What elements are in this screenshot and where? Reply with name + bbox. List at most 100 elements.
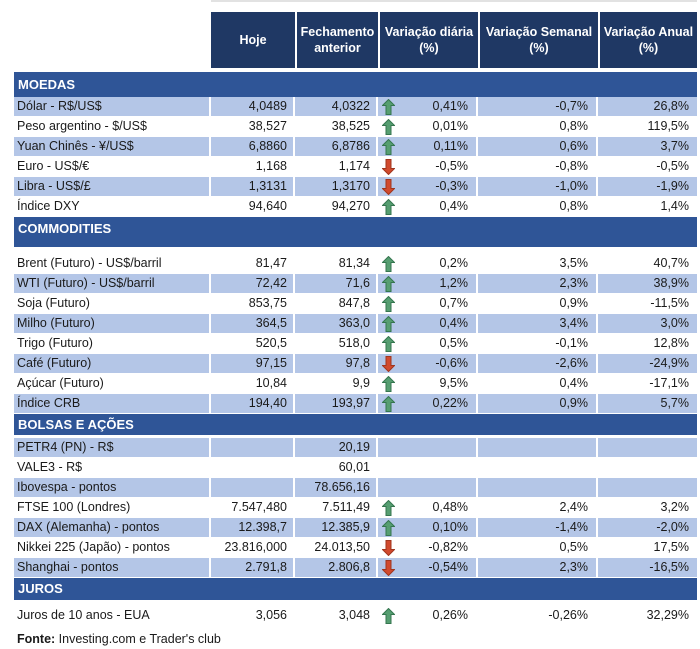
annual-variation-value: 40,7%	[598, 254, 697, 274]
fechamento-value: 2.806,8	[295, 558, 378, 578]
section-rows-commodities: Brent (Futuro) - US$/barril 81,47 81,34 0,2…	[14, 254, 697, 414]
table-row: Euro - US$/€ 1,168 1,174 -0,5% -0,8% -0,5%	[14, 157, 697, 177]
daily-variation-value	[402, 458, 478, 478]
up-arrow-icon	[378, 197, 402, 217]
fechamento-value: 518,0	[295, 334, 378, 354]
up-arrow-icon	[378, 97, 402, 117]
weekly-variation-value	[478, 478, 598, 498]
annual-variation-value: -16,5%	[598, 558, 697, 578]
hoje-value: 1,168	[211, 157, 295, 177]
table-row: Libra - US$/£ 1,3131 1,3170 -0,3% -1,0% -1,9%	[14, 177, 697, 197]
fechamento-value: 4,0322	[295, 97, 378, 117]
daily-variation-value: -0,82%	[402, 538, 478, 558]
hoje-value: 1,3131	[211, 177, 295, 197]
weekly-variation-value: -0,1%	[478, 334, 598, 354]
fechamento-value: 20,19	[295, 438, 378, 458]
daily-variation-value: 0,26%	[402, 606, 478, 626]
row-label: Índice DXY	[14, 197, 211, 217]
table-row: PETR4 (PN) - R$ 20,19	[14, 438, 697, 458]
arrow-placeholder	[378, 458, 402, 478]
fechamento-value: 6,8786	[295, 137, 378, 157]
hoje-value: 81,47	[211, 254, 295, 274]
annual-variation-value: -11,5%	[598, 294, 697, 314]
row-label: Nikkei 225 (Japão) - pontos	[14, 538, 211, 558]
down-arrow-icon	[378, 558, 402, 578]
hoje-value: 97,15	[211, 354, 295, 374]
hoje-value: 2.791,8	[211, 558, 295, 578]
annual-variation-value	[598, 438, 697, 458]
up-arrow-icon	[378, 137, 402, 157]
annual-variation-value: 3,0%	[598, 314, 697, 334]
table-header-row: Hoje Fechamento anterior Variação diária…	[211, 12, 697, 68]
table-row: Açúcar (Futuro) 10,84 9,9 9,5% 0,4% -17,1%	[14, 374, 697, 394]
row-label: Shanghai - pontos	[14, 558, 211, 578]
fechamento-value: 3,048	[295, 606, 378, 626]
annual-variation-value: 38,9%	[598, 274, 697, 294]
section-rows-bolsas: PETR4 (PN) - R$ 20,19 VALE3 - R$ 60,01 Ibove…	[14, 438, 697, 578]
hoje-value: 3,056	[211, 606, 295, 626]
table-row: Milho (Futuro) 364,5 363,0 0,4% 3,4% 3,0%	[14, 314, 697, 334]
daily-variation-value: 0,7%	[402, 294, 478, 314]
daily-variation-value: -0,54%	[402, 558, 478, 578]
row-label: DAX (Alemanha) - pontos	[14, 518, 211, 538]
fechamento-value: 847,8	[295, 294, 378, 314]
row-label: Índice CRB	[14, 394, 211, 414]
annual-variation-value: -24,9%	[598, 354, 697, 374]
row-label: Dólar - R$/US$	[14, 97, 211, 117]
table-row: WTI (Futuro) - US$/barril 72,42 71,6 1,2% 2,…	[14, 274, 697, 294]
annual-variation-value	[598, 478, 697, 498]
fechamento-value: 363,0	[295, 314, 378, 334]
weekly-variation-value: 2,3%	[478, 558, 598, 578]
up-arrow-icon	[378, 374, 402, 394]
row-label: Juros de 10 anos - EUA	[14, 606, 211, 626]
hoje-value: 520,5	[211, 334, 295, 354]
daily-variation-value: 0,22%	[402, 394, 478, 414]
daily-variation-value: -0,5%	[402, 157, 478, 177]
up-arrow-icon	[378, 117, 402, 137]
up-arrow-icon	[378, 334, 402, 354]
column-header-variacao-semanal: Variação Semanal (%)	[478, 12, 598, 68]
up-arrow-icon	[378, 254, 402, 274]
weekly-variation-value: 0,5%	[478, 538, 598, 558]
row-label: VALE3 - R$	[14, 458, 211, 478]
daily-variation-value: 1,2%	[402, 274, 478, 294]
row-label: Yuan Chinês - ¥/US$	[14, 137, 211, 157]
annual-variation-value: 3,2%	[598, 498, 697, 518]
daily-variation-value: 0,41%	[402, 97, 478, 117]
up-arrow-icon	[378, 394, 402, 414]
down-arrow-icon	[378, 538, 402, 558]
daily-variation-value: 0,11%	[402, 137, 478, 157]
row-label: Euro - US$/€	[14, 157, 211, 177]
section-header-moedas: MOEDAS	[14, 72, 697, 97]
fechamento-value: 1,174	[295, 157, 378, 177]
annual-variation-value: 3,7%	[598, 137, 697, 157]
table-row: Índice DXY 94,640 94,270 0,4% 0,8% 1,4%	[14, 197, 697, 217]
annual-variation-value: 26,8%	[598, 97, 697, 117]
hoje-value	[211, 438, 295, 458]
annual-variation-value: 119,5%	[598, 117, 697, 137]
daily-variation-value: 0,10%	[402, 518, 478, 538]
table-row: Juros de 10 anos - EUA 3,056 3,048 0,26% -0,…	[14, 606, 697, 626]
table-body: MOEDAS Dólar - R$/US$ 4,0489 4,0322 0,41% -0…	[14, 72, 697, 646]
annual-variation-value: 5,7%	[598, 394, 697, 414]
column-header-variacao-diaria: Variação diária (%)	[378, 12, 478, 68]
annual-variation-value: -0,5%	[598, 157, 697, 177]
table-row: Brent (Futuro) - US$/barril 81,47 81,34 0,2…	[14, 254, 697, 274]
hoje-value: 6,8860	[211, 137, 295, 157]
daily-variation-value	[402, 438, 478, 458]
fechamento-value: 38,525	[295, 117, 378, 137]
row-label: PETR4 (PN) - R$	[14, 438, 211, 458]
daily-variation-value: 0,4%	[402, 197, 478, 217]
daily-variation-value: 0,4%	[402, 314, 478, 334]
weekly-variation-value: -0,7%	[478, 97, 598, 117]
annual-variation-value: -1,9%	[598, 177, 697, 197]
hoje-value: 23.816,000	[211, 538, 295, 558]
column-header-fechamento: Fechamento anterior	[295, 12, 378, 68]
row-label: Milho (Futuro)	[14, 314, 211, 334]
section-header-commodities: COMMODITIES	[14, 217, 697, 247]
section-rows-moedas: Dólar - R$/US$ 4,0489 4,0322 0,41% -0,7% 26,8…	[14, 97, 697, 217]
hoje-value: 364,5	[211, 314, 295, 334]
annual-variation-value: 32,29%	[598, 606, 697, 626]
row-label: Açúcar (Futuro)	[14, 374, 211, 394]
